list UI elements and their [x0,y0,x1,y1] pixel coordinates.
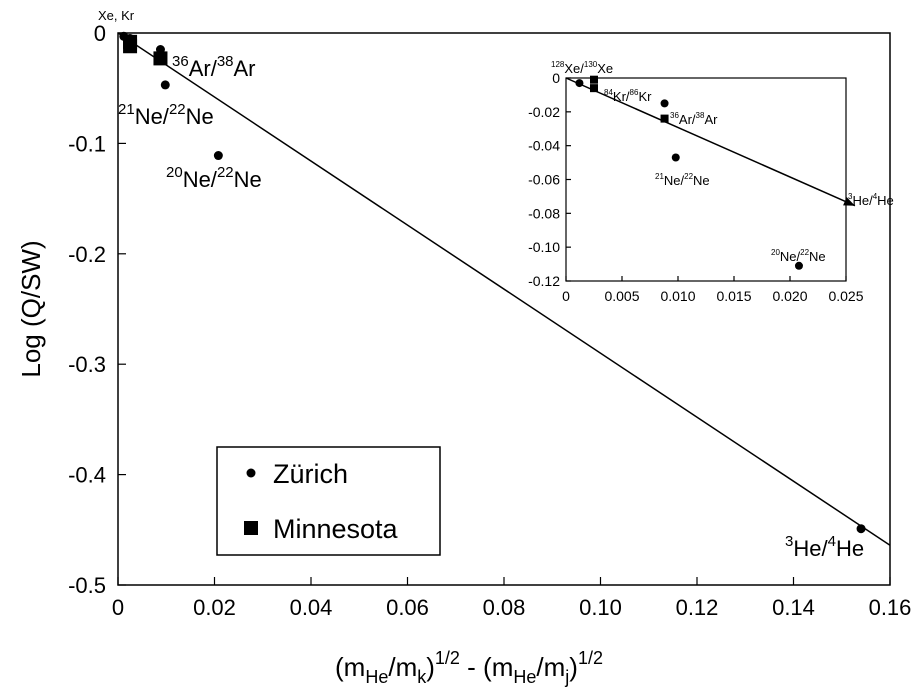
x-tick-label: 0.12 [676,595,719,620]
fit-line [117,32,891,546]
y-tick-label: 0 [94,21,106,46]
legend: Zürich Minnesota [216,446,441,556]
inset-x-ticks: 0 0.005 0.010 0.015 0.020 0.025 [562,276,864,304]
y-tick-label: 0 [552,70,560,86]
legend-box [216,446,441,556]
main-data-points [119,31,866,534]
main-y-ticks: 0 -0.1 -0.2 -0.3 -0.4 -0.5 [68,21,126,598]
x-tick-label: 0 [562,288,570,304]
fit-arrowhead [843,197,855,206]
main-x-ticks: 0 0.02 0.04 0.06 0.08 0.10 0.12 0.14 0.16 [112,577,912,620]
legend-label-zurich: Zürich [273,459,348,489]
data-point-circle [160,80,170,90]
y-tick-label: -0.08 [528,205,560,221]
data-point-square [153,51,168,66]
legend-marker-minnesota [244,521,258,535]
inset-annotation-xe: 128Xe/130Xe [551,60,613,76]
x-tick-label: 0.14 [772,595,815,620]
y-tick-label: -0.3 [68,352,106,377]
y-tick-label: -0.10 [528,239,560,255]
y-tick-label: -0.2 [68,242,106,267]
annotation-xe-kr: Xe, Kr [98,8,135,23]
inset-annotation-he: 3He/4He [848,192,894,208]
inset-y-ticks: 0 -0.02 -0.04 -0.06 -0.08 -0.10 -0.12 [528,70,571,289]
inset-annotation-kr: 84Kr/86Kr [604,88,652,104]
x-tick-label: 0.04 [290,595,333,620]
annotation-he: 3He/4He [785,533,864,561]
y-tick-label: -0.06 [528,172,560,188]
legend-marker-zurich [246,468,256,478]
y-tick-label: -0.02 [528,104,560,120]
main-fit-line [117,32,891,546]
x-tick-label: 0.06 [386,595,429,620]
annotation-ne20: 20Ne/22Ne [166,164,262,192]
y-tick-label: -0.4 [68,463,106,488]
inset-plot-frame [565,77,847,282]
data-point-square [590,75,598,84]
annotation-ar: 36Ar/38Ar [172,53,256,81]
y-tick-label: -0.12 [528,273,560,289]
fit-line [565,77,856,207]
data-point-circle [213,151,223,161]
x-tick-label: 0.005 [604,288,639,304]
y-tick-label: -0.04 [528,138,560,154]
inset-annotation-ne20: 20Ne/22Ne [771,248,826,264]
x-tick-label: 0.02 [193,595,236,620]
data-point-circle [856,524,866,534]
x-tick-label: 0.16 [869,595,912,620]
x-tick-label: 0 [112,595,124,620]
x-tick-label: 0.025 [828,288,863,304]
x-tick-label: 0.015 [716,288,751,304]
inset-data-points [575,75,803,270]
data-point-square [123,39,138,54]
data-point-circle [660,99,669,108]
inset-annotation-ar: 36Ar/38Ar [670,111,718,127]
annotation-ne21: 21Ne/22Ne [118,101,214,129]
data-point-circle [794,261,803,270]
inset-plot: 0 0.005 0.010 0.015 0.020 0.025 0 -0.02 -0.04 -0… [528,60,894,304]
data-point-circle [671,153,680,162]
data-point-square [590,84,598,93]
x-tick-label: 0.10 [579,595,622,620]
y-tick-label: -0.5 [68,573,106,598]
x-tick-label: 0.020 [772,288,807,304]
legend-label-minnesota: Minnesota [273,514,399,544]
y-tick-label: -0.1 [68,131,106,156]
inset-fit-line [565,77,856,207]
y-axis-title: Log (Q/SW) [16,240,46,377]
x-axis-title: (mHe/mk)1/2 - (mHe/mj)1/2 [335,648,603,687]
data-point-circle [575,79,584,88]
x-tick-label: 0.010 [660,288,695,304]
x-tick-label: 0.08 [483,595,526,620]
inset-annotation-ne21: 21Ne/22Ne [655,172,710,188]
data-point-square [660,114,669,123]
